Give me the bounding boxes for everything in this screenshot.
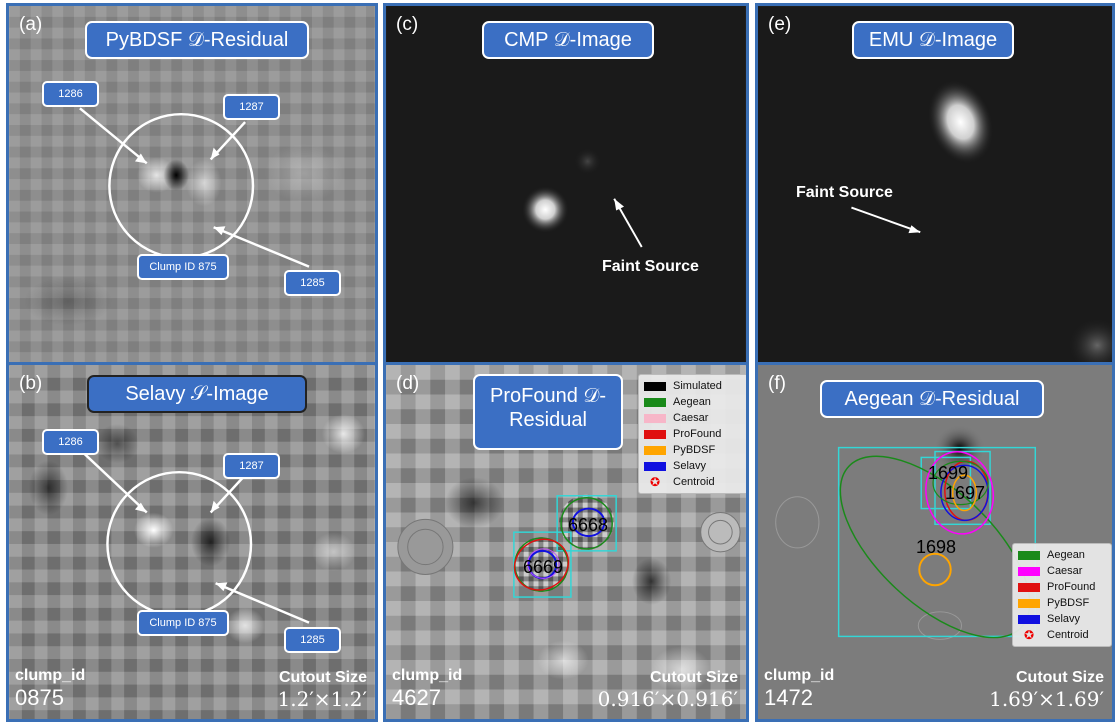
legend-label: Centroid (673, 476, 715, 488)
component-id-1698: 1698 (916, 537, 957, 557)
legend-item-caesar: Caesar (644, 410, 744, 426)
component-id-1697: 1697 (945, 483, 986, 503)
legend-item-profound: ProFound (1018, 579, 1106, 595)
source-tag-1286: 1286 (42, 81, 99, 107)
clump-id-value: 0875 (15, 685, 64, 710)
panel-e: (e) EMU 𝒟-Image Faint Source (755, 3, 1115, 366)
legend-item-aegean: Aegean (1018, 547, 1106, 563)
panel-label: (e) (768, 14, 792, 35)
legend-label: ProFound (673, 428, 722, 440)
clump-id-readout: clump_id 1472 (764, 667, 834, 711)
panel-b: (b) Selavy 𝒮-Image 1286 1287 Clump ID 87… (6, 362, 378, 722)
panel-label: (f) (768, 373, 786, 394)
legend-label: PyBDSF (1047, 597, 1090, 609)
legend: Simulated Aegean Caesar ProFound PyBDSF … (638, 374, 746, 494)
panel-f: (f) Aegean 𝒟-Residual 1699 1697 1698 Aeg… (755, 362, 1115, 722)
cutout-size-readout: Cutout Size 0.916′×0.916′ (598, 669, 738, 711)
clump-id-key: clump_id (392, 667, 463, 684)
legend-swatch (644, 397, 666, 407)
cutout-size-value: 0.916′×0.916′ (597, 687, 738, 711)
legend-swatch (1018, 582, 1040, 592)
legend-label: Selavy (1047, 613, 1081, 625)
legend: Aegean Caesar ProFound PyBDSF Selavy ✪ Ce… (1012, 543, 1112, 647)
clump-id-value: 1472 (764, 685, 813, 710)
legend-item-profound: ProFound (644, 426, 744, 442)
clump-id-tag: Clump ID 875 (137, 610, 229, 636)
legend-item-pybdsf: PyBDSF (1018, 595, 1106, 611)
legend-label: Aegean (1047, 549, 1085, 561)
panel-title: Aegean 𝒟-Residual (820, 380, 1044, 418)
panel-title: PyBDSF 𝒟-Residual (85, 21, 309, 59)
legend-label: Centroid (1047, 629, 1089, 641)
cutout-size-key: Cutout Size (1016, 669, 1104, 686)
legend-swatch (1018, 550, 1040, 560)
cutout-size-key: Cutout Size (650, 669, 738, 686)
panel-title: CMP 𝒟-Image (482, 21, 654, 59)
legend-swatch (644, 445, 666, 455)
legend-item-aegean: Aegean (644, 394, 744, 410)
panel-d: (d) ProFound 𝒟-Residual 6668 6669 Simula… (383, 362, 749, 722)
legend-swatch (644, 413, 666, 423)
component-id-1699: 1699 (928, 463, 969, 483)
clump-id-tag: Clump ID 875 (137, 254, 229, 280)
panel-label: (d) (396, 373, 420, 394)
legend-label: Selavy (673, 460, 707, 472)
legend-label: Caesar (1047, 565, 1083, 577)
cutout-size-readout: Cutout Size 1.69′×1.69′ (989, 669, 1104, 711)
faint-source-label: Faint Source (796, 184, 893, 201)
legend-swatch (1018, 614, 1040, 624)
source-tag-1287: 1287 (223, 94, 280, 120)
residual-image-a (9, 6, 375, 363)
panel-title: Selavy 𝒮-Image (87, 375, 307, 413)
panel-a: (a) PyBDSF 𝒟-Residual 1286 1287 Clump ID… (6, 3, 378, 366)
panel-label: (b) (19, 373, 43, 394)
legend-swatch (644, 429, 666, 439)
legend-item-centroid: ✪ Centroid (644, 474, 744, 490)
legend-label: PyBDSF (673, 444, 716, 456)
legend-item-pybdsf: PyBDSF (644, 442, 744, 458)
legend-label: ProFound (1047, 581, 1096, 593)
panel-c: (c) CMP 𝒟-Image Faint Source (383, 3, 749, 366)
source-tag-1285: 1285 (284, 270, 341, 296)
centroid-marker-icon: ✪ (649, 475, 661, 489)
component-id-6668: 6668 (568, 515, 609, 535)
centroid-marker-icon: ✪ (1023, 628, 1035, 642)
cmp-image-c (386, 6, 746, 363)
panel-title: EMU 𝒟-Image (852, 21, 1014, 59)
cutout-size-key: Cutout Size (279, 669, 367, 686)
legend-item-selavy: Selavy (644, 458, 744, 474)
legend-swatch (644, 461, 666, 471)
legend-item-centroid: ✪ Centroid (1018, 627, 1106, 643)
clump-id-readout: clump_id 4627 (392, 667, 462, 711)
legend-item-selavy: Selavy (1018, 611, 1106, 627)
panel-title: ProFound 𝒟-Residual (473, 374, 623, 450)
legend-label: Simulated (673, 380, 722, 392)
faint-source-label: Faint Source (602, 258, 699, 275)
legend-swatch (644, 381, 666, 391)
source-tag-1287: 1287 (223, 453, 280, 479)
aegean-residual-f (758, 365, 1112, 719)
selavy-image-b (9, 365, 375, 719)
panel-label: (a) (19, 14, 43, 35)
clump-id-value: 4627 (392, 685, 441, 710)
panel-label: (c) (396, 14, 419, 35)
legend-item-simulated: Simulated (644, 378, 744, 394)
cutout-size-value: 1.2′×1.2′ (277, 687, 367, 711)
legend-label: Aegean (673, 396, 711, 408)
legend-swatch (1018, 566, 1040, 576)
legend-label: Caesar (673, 412, 709, 424)
clump-id-readout: clump_id 0875 (15, 667, 85, 711)
emu-image-e (758, 6, 1112, 363)
cutout-size-readout: Cutout Size 1.2′×1.2′ (278, 669, 367, 711)
component-id-6669: 6669 (523, 557, 564, 577)
clump-id-key: clump_id (15, 667, 86, 684)
cutout-size-value: 1.69′×1.69′ (989, 687, 1104, 711)
legend-item-caesar: Caesar (1018, 563, 1106, 579)
legend-swatch (1018, 598, 1040, 608)
clump-id-key: clump_id (764, 667, 835, 684)
source-tag-1286: 1286 (42, 429, 99, 455)
source-tag-1285: 1285 (284, 627, 341, 653)
